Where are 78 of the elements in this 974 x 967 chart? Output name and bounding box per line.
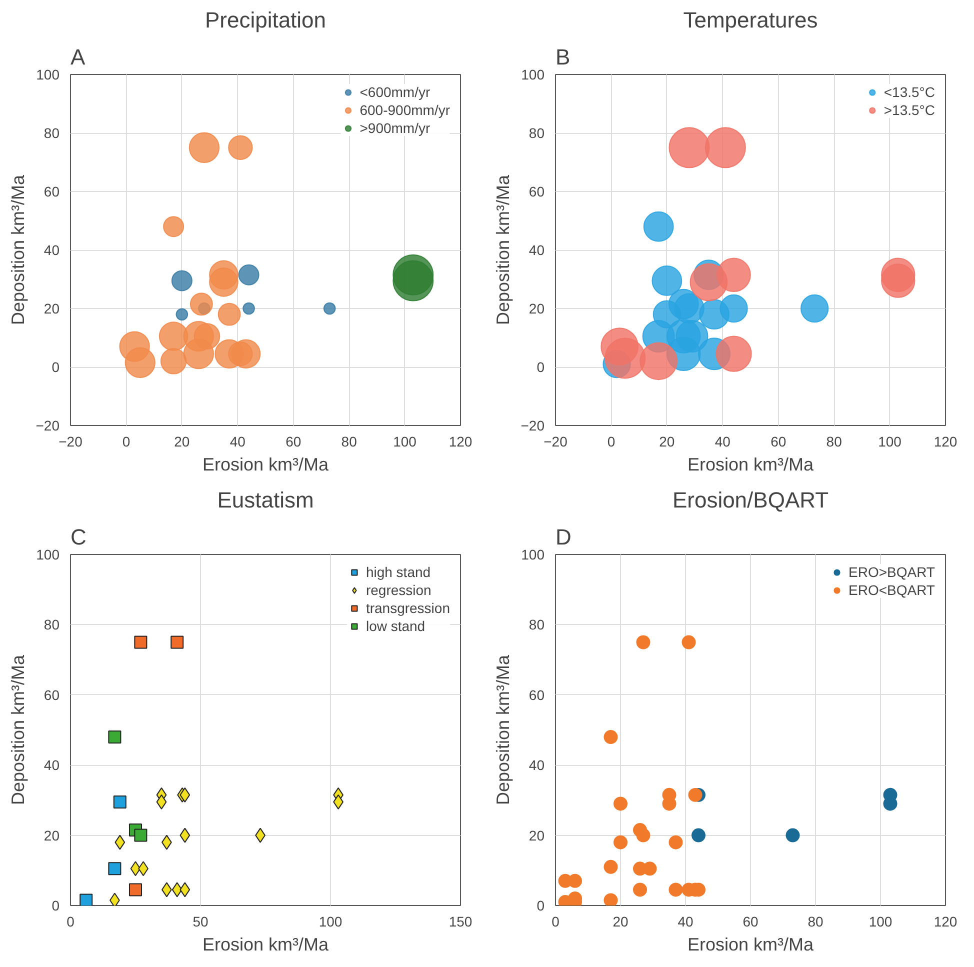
y-tick-label: 20	[44, 300, 60, 316]
x-tick-label: 50	[192, 914, 208, 930]
y-tick-label: 20	[528, 827, 545, 844]
y-tick-label: 40	[528, 242, 545, 258]
x-tick-label: 20	[612, 914, 628, 930]
legend-label: high stand	[366, 564, 431, 580]
legend-label: ERO<BQART	[848, 582, 935, 598]
y-tick-label: 20	[528, 300, 545, 316]
legend-label: >13.5°C	[884, 102, 935, 118]
y-tick-label: 20	[44, 827, 60, 844]
y-tick-label: 60	[528, 184, 545, 200]
x-tick-label: 80	[341, 434, 358, 450]
text: A	[70, 44, 86, 70]
x-tick-label: 80	[826, 434, 842, 450]
y-tick-label: 100	[36, 546, 60, 562]
y-tick-label: 80	[528, 125, 545, 141]
legend-label: <13.5°C	[884, 84, 935, 100]
x-tick-label: 0	[552, 914, 560, 930]
legend-label: transgression	[366, 600, 450, 616]
x-tick-label: 100	[318, 914, 342, 930]
y-tick-label: 0	[52, 359, 60, 375]
x-tick-label: 80	[808, 914, 824, 930]
x-tick-label: 120	[934, 914, 958, 930]
x-tick-label: 60	[770, 434, 786, 450]
y-tick-label: 0	[536, 359, 545, 375]
y-tick-label: 40	[528, 757, 545, 774]
chart-title: Eustatism	[217, 488, 314, 512]
x-tick-label: 0	[66, 914, 75, 930]
y-tick-label: 80	[528, 616, 545, 633]
x-axis-title: Erosion km³/Ma	[687, 454, 814, 474]
x-tick-label: 0	[607, 434, 616, 450]
y-axis-title: Deposition km³/Ma	[493, 654, 514, 806]
chart-title: Temperatures	[683, 8, 818, 32]
y-tick-label: 100	[521, 546, 545, 562]
y-tick-label: 60	[44, 686, 60, 703]
chart-title: Precipitation	[204, 8, 326, 32]
x-tick-label: 120	[448, 434, 472, 450]
y-axis-title: Deposition km³/Ma	[8, 654, 28, 806]
legend-label: ERO>BQART	[848, 564, 935, 580]
y-tick-label: 0	[52, 898, 60, 914]
legend-label: 600-900mm/yr	[360, 102, 450, 118]
legend-label: low stand	[366, 618, 426, 634]
y-tick-label: −20	[520, 418, 545, 434]
legend-label: <600mm/yr	[360, 84, 430, 100]
x-tick-label: 40	[678, 914, 694, 930]
y-tick-label: 100	[521, 66, 545, 82]
y-tick-label: 0	[536, 898, 545, 914]
x-tick-label: 100	[878, 434, 902, 450]
x-axis-title: Erosion km³/Ma	[202, 934, 330, 954]
x-tick-label: 0	[122, 434, 130, 450]
text: D	[556, 524, 572, 550]
y-tick-label: 80	[44, 616, 60, 633]
y-axis-title: Deposition km³/Ma	[492, 174, 513, 326]
y-tick-label: −20	[36, 418, 60, 434]
y-axis-title: Deposition km³/Ma	[8, 174, 28, 326]
x-tick-label: 20	[174, 434, 190, 450]
x-tick-label: 150	[448, 914, 472, 930]
x-tick-label: 100	[393, 434, 417, 450]
y-tick-label: 40	[44, 242, 60, 258]
x-tick-label: 60	[742, 914, 758, 930]
chart-title: Erosion/BQART	[672, 488, 829, 512]
text: C	[70, 524, 86, 550]
legend-label: >900mm/yr	[360, 120, 430, 136]
y-tick-label: 100	[36, 66, 60, 82]
x-tick-label: 20	[659, 434, 675, 450]
x-tick-label: 40	[230, 434, 246, 450]
x-tick-label: 40	[714, 434, 731, 450]
y-tick-label: 40	[44, 757, 60, 774]
x-axis-title: Erosion km³/Ma	[687, 934, 814, 954]
x-tick-label: 120	[934, 434, 958, 450]
y-tick-label: 60	[528, 686, 545, 703]
y-tick-label: 60	[44, 184, 60, 200]
x-axis-title: Erosion km³/Ma	[202, 454, 330, 474]
y-tick-label: 80	[44, 125, 60, 141]
x-tick-label: 100	[868, 914, 892, 930]
text: B	[556, 44, 570, 70]
legend-label: regression	[366, 582, 432, 598]
x-tick-label: 60	[286, 434, 302, 450]
